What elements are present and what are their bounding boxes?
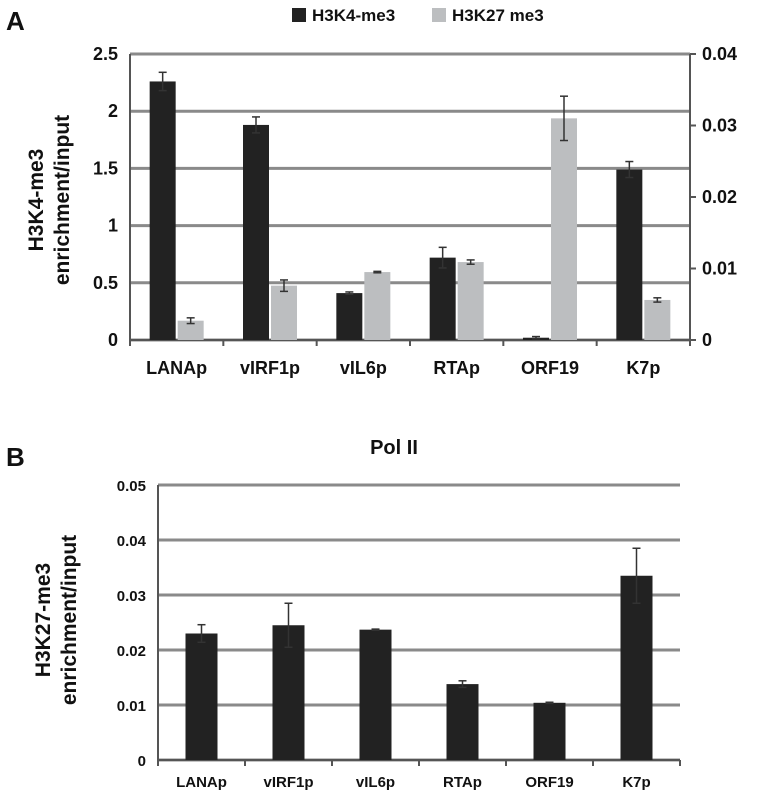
- x-tick-label: LANAp: [146, 358, 207, 378]
- legend-swatch-h3k4: [292, 8, 306, 22]
- chart-b-ylabel-line1: H3K27-me3: [32, 563, 55, 677]
- chart-b-plot: 0 0.01 0.02 0.03 0.04 0.05 LANAp vIRF1p vIL6p RTA…: [117, 478, 681, 791]
- x-tick-label: vIRF1p: [263, 774, 313, 791]
- panel-b-letter: B: [6, 442, 25, 472]
- bar: [457, 262, 484, 340]
- x-tick-label: K7p: [622, 774, 650, 791]
- chart-b-title: Pol II: [370, 437, 418, 459]
- bar: [616, 169, 643, 340]
- bar: [446, 684, 479, 760]
- x-tick-label: ORF19: [525, 774, 573, 791]
- y2-tick-label: 0.01: [702, 259, 737, 279]
- chart-a-legend: H3K4-me3 H3K27 me3: [292, 6, 544, 25]
- y-tick-label: 0.01: [117, 698, 146, 715]
- x-tick-label: K7p: [626, 358, 660, 378]
- bar: [359, 629, 392, 760]
- y-tick-label: 0.02: [117, 643, 146, 660]
- bar: [551, 118, 577, 340]
- x-tick-label: RTAp: [443, 774, 482, 791]
- chart-a-ylabel-line2: enrichment/input: [51, 115, 74, 285]
- bar: [177, 320, 204, 340]
- bar: [620, 575, 653, 760]
- y-tick-label: 1: [108, 216, 118, 236]
- y-tick-label: 0.5: [93, 273, 118, 293]
- y2-tick-label: 0.02: [702, 187, 737, 207]
- bar: [271, 285, 297, 340]
- panel-a-letter: A: [6, 6, 25, 36]
- x-tick-label: vIL6p: [356, 774, 395, 791]
- chart-a-ylabel-line1: H3K4-me3: [25, 149, 48, 252]
- y-tick-label: 0: [108, 330, 118, 350]
- chart-b-ylabel-line2: enrichment/input: [58, 535, 81, 705]
- bar: [364, 272, 391, 340]
- x-tick-label: vIRF1p: [240, 358, 300, 378]
- y2-tick-label: 0.04: [702, 44, 737, 64]
- y-tick-label: 1.5: [93, 158, 118, 178]
- bar: [243, 124, 269, 340]
- chart-a-plot: 0 0.5 1 1.5 2 2.5 0 0.01 0.02 0.03 0.04 LANAp vIRF1p…: [93, 44, 737, 378]
- legend-label-h3k27: H3K27 me3: [452, 6, 544, 25]
- y-tick-label: 0.03: [117, 588, 146, 605]
- bar: [429, 257, 456, 340]
- x-tick-label: RTAp: [433, 358, 480, 378]
- y-tick-label: 0.05: [117, 478, 146, 495]
- x-tick-label: ORF19: [521, 358, 579, 378]
- legend-label-h3k4: H3K4-me3: [312, 6, 395, 25]
- x-tick-label: LANAp: [176, 774, 227, 791]
- bar: [149, 81, 176, 341]
- y2-tick-label: 0.03: [702, 116, 737, 136]
- legend-swatch-h3k27: [432, 8, 446, 22]
- bar: [533, 702, 566, 760]
- bar: [185, 633, 218, 760]
- bar: [336, 293, 363, 340]
- y-tick-label: 0: [138, 753, 146, 770]
- bar: [644, 299, 671, 340]
- y-tick-label: 0.04: [117, 533, 147, 550]
- y-tick-label: 2.5: [93, 44, 118, 64]
- y-tick-label: 2: [108, 101, 118, 121]
- x-tick-label: vIL6p: [340, 358, 387, 378]
- y2-tick-label: 0: [702, 330, 712, 350]
